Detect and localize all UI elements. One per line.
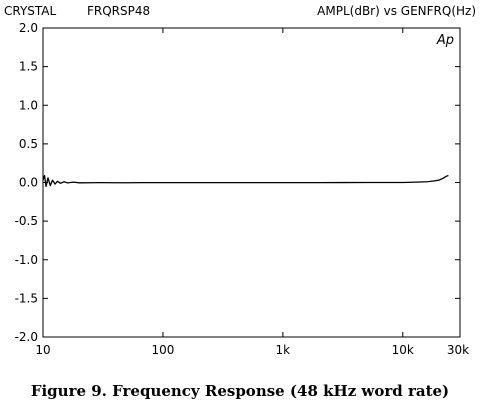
y-tick-label: -1.0 <box>15 253 38 267</box>
y-axis: 2.0 1.5 1.0 0.5 0.0 -0.5 -1.0 -1.5 -2.0 <box>15 21 460 344</box>
series-layer <box>42 174 449 188</box>
x-tick-label: 10k <box>392 343 414 357</box>
header-left-subtitle: FRQRSP48 <box>87 4 150 18</box>
series-line-0 <box>42 174 449 188</box>
y-tick-label: -1.5 <box>15 291 38 305</box>
y-tick-label: 1.5 <box>19 60 38 74</box>
y-tick-label: 2.0 <box>19 21 38 35</box>
header-left-title: CRYSTAL <box>4 4 57 18</box>
x-tick-label: 1k <box>276 343 291 357</box>
x-tick-label: 30k <box>447 343 469 357</box>
ap-badge: Ap <box>436 33 454 48</box>
figure-caption: Figure 9. Frequency Response (48 kHz wor… <box>31 382 449 400</box>
y-tick-label: -0.5 <box>15 214 38 228</box>
y-tick-label: 0.5 <box>19 137 38 151</box>
y-tick-label: 1.0 <box>19 98 38 112</box>
x-axis: 10 100 1k 10k 30k <box>35 28 469 357</box>
x-tick-label: 10 <box>35 343 50 357</box>
x-tick-label: 100 <box>151 343 174 357</box>
header-axes-title: AMPL(dBr) vs GENFRQ(Hz) <box>317 4 476 18</box>
y-tick-label: -2.0 <box>15 330 38 344</box>
y-tick-label: 0.0 <box>19 176 38 190</box>
